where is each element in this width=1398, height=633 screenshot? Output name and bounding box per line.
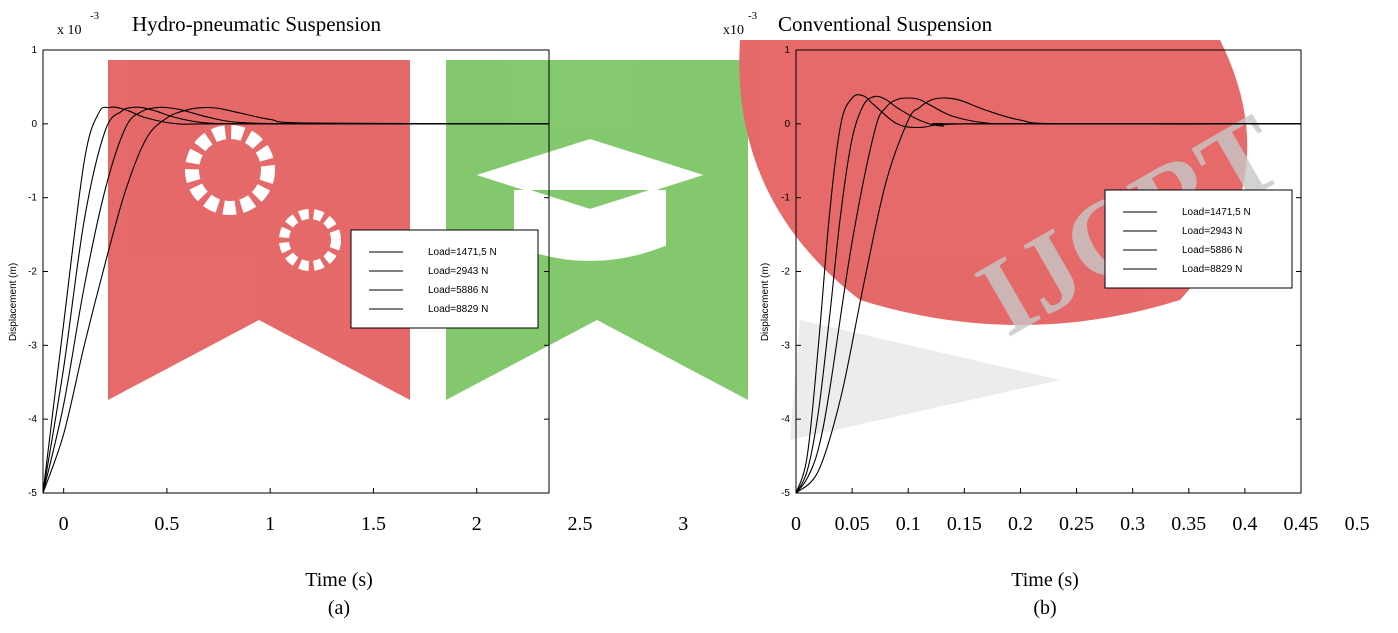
- watermark-red-banner: [108, 60, 410, 400]
- y-tick-label: -3: [28, 340, 37, 351]
- y-multiplier-exponent: -3: [748, 10, 758, 22]
- legend-label: Load=2943 N: [428, 266, 488, 277]
- y-tick-label: -5: [781, 488, 790, 499]
- legend-label: Load=8829 N: [1182, 264, 1242, 275]
- y-tick-label: 1: [784, 45, 790, 56]
- x-axis-label: Time (s): [1011, 569, 1079, 591]
- series-line-2: [795, 95, 1302, 494]
- x-tick-label: 0.05: [835, 513, 870, 535]
- x-tick-label: 3: [678, 513, 688, 535]
- watermark-grey-arrow: [790, 320, 1060, 440]
- gear-icon: [279, 209, 341, 271]
- legend-label: Load=8829 N: [428, 304, 488, 315]
- y-multiplier: x 10: [57, 23, 82, 38]
- chart-title: Hydro-pneumatic Suspension: [132, 12, 382, 36]
- x-tick-label: 0.2: [1008, 513, 1033, 535]
- x-tick-label: 0.5: [1345, 513, 1370, 535]
- series-line-2: [42, 106, 550, 494]
- x-tick-label: 0.3: [1120, 513, 1145, 535]
- x-tick-label: 0.5: [154, 513, 179, 535]
- y-multiplier-exponent: -3: [90, 10, 100, 22]
- y-tick-label: -1: [28, 193, 37, 204]
- x-axis-label: Time (s): [305, 569, 373, 591]
- y-tick-label: -3: [781, 340, 790, 351]
- y-multiplier: x10: [723, 23, 744, 38]
- y-tick-label: -2: [781, 267, 790, 278]
- x-tick-label: 0.45: [1284, 513, 1319, 535]
- y-tick-label: 0: [784, 119, 790, 130]
- x-tick-label: 0.25: [1059, 513, 1094, 535]
- y-tick-label: -5: [28, 488, 37, 499]
- y-tick-label: 1: [31, 45, 37, 56]
- x-tick-label: 0.1: [896, 513, 921, 535]
- x-tick-label: 0.15: [947, 513, 982, 535]
- y-axis-label: Displacement (m): [760, 263, 771, 341]
- plot-area: 1 0 -1 -2 -3 -4 -5 0 0.5 1 1.5 2 2.5 3: [28, 45, 688, 535]
- gear-icon: [185, 125, 275, 215]
- legend-box: [350, 229, 539, 329]
- legend-label: Load=1471,5 N: [1182, 207, 1251, 218]
- x-tick-label: 2.5: [567, 513, 592, 535]
- y-axis-label: Displacement (m): [8, 263, 19, 341]
- legend-box: [1104, 189, 1293, 289]
- x-tick-label: 0.4: [1232, 513, 1257, 535]
- y-tick-label: -2: [28, 267, 37, 278]
- chart-caption: (a): [328, 597, 350, 619]
- series-line-4: [795, 97, 1302, 494]
- series-line-4: [42, 106, 550, 494]
- y-tick-label: 0: [31, 119, 37, 130]
- series-line-3: [42, 106, 550, 494]
- x-tick-label: 0: [59, 513, 69, 535]
- series-line-3: [795, 97, 1302, 494]
- x-tick-label: 1: [265, 513, 275, 535]
- chart-title: Conventional Suspension: [778, 12, 993, 36]
- chart-conventional: Conventional Suspension x10 -3 Displacem…: [723, 10, 1370, 619]
- legend-label: Load=2943 N: [1182, 226, 1242, 237]
- x-tick-label: 2: [472, 513, 482, 535]
- y-tick-label: -4: [28, 414, 37, 425]
- x-tick-label: 0.35: [1171, 513, 1206, 535]
- plot-area: 1 0 -1 -2 -3 -4 -5 0 0.05 0.1 0.15 0.2 0.25 0.3 0.35 0.…: [781, 45, 1370, 535]
- legend: Load=1471,5 N Load=2943 N Load=5886 N Load=…: [1104, 189, 1293, 289]
- chart-caption: (b): [1033, 597, 1056, 619]
- chart-hydro-pneumatic: Hydro-pneumatic Suspension x 10 -3 Displ…: [8, 10, 688, 619]
- legend-label: Load=5886 N: [428, 285, 488, 296]
- x-tick-label: 0: [791, 513, 801, 535]
- y-tick-label: -1: [781, 193, 790, 204]
- y-tick-label: -4: [781, 414, 790, 425]
- series-line-1: [795, 94, 1301, 494]
- x-tick-label: 1.5: [361, 513, 386, 535]
- legend: Load=1471,5 N Load=2943 N Load=5886 N Load=…: [350, 229, 539, 329]
- legend-label: Load=1471,5 N: [428, 247, 497, 258]
- legend-label: Load=5886 N: [1182, 245, 1242, 256]
